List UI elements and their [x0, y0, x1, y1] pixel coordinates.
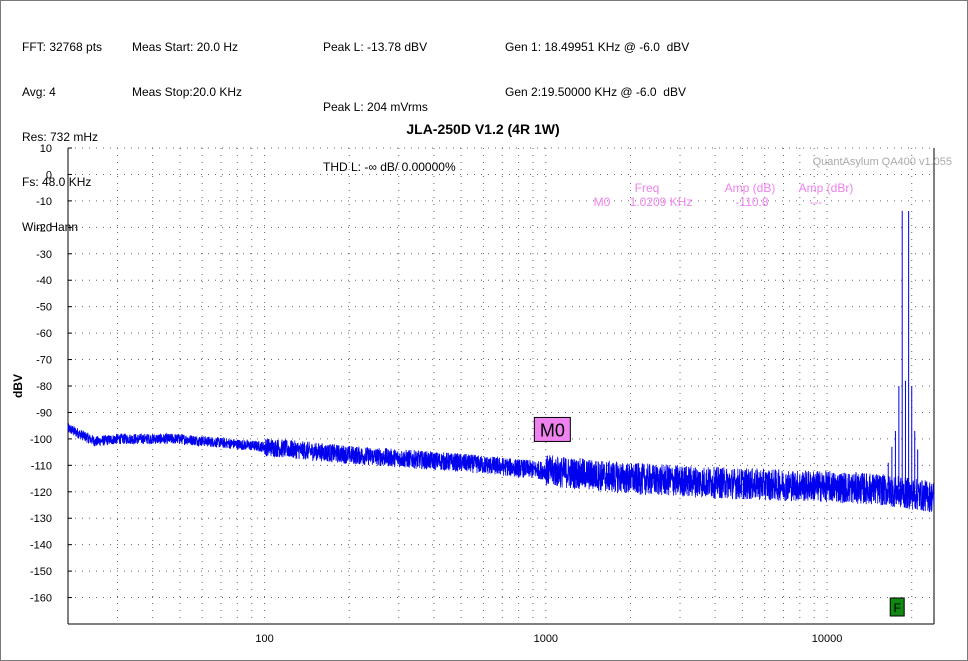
y-axis-label: dBV	[11, 374, 25, 398]
y-tick-label: -10	[36, 196, 52, 208]
meas-stop: Meas Stop:20.0 KHz	[132, 85, 243, 99]
peak-l-mvrms: Peak L: 204 mVrms	[323, 100, 428, 114]
noise-floor-trace	[67, 423, 935, 513]
y-tick-label: -60	[36, 328, 52, 340]
gen-1: Gen 1: 18.49951 KHz @ -6.0 dBV	[505, 40, 690, 54]
y-tick-label: -100	[30, 434, 52, 446]
peak-l-dbv: Peak L: -13.78 dBV	[323, 40, 428, 54]
chart-title: JLA-250D V1.2 (4R 1W)	[406, 121, 559, 137]
y-tick-label: 10	[40, 143, 52, 155]
y-tick-label: -30	[36, 249, 52, 261]
watermark: QuantAsylum QA400 v1.055	[813, 156, 952, 168]
y-tick-label: -20	[36, 222, 52, 234]
y-tick-labels: 10 0 -10 -20 -30 -40 -50 -60 -70 -80 -90 -100 -110 -1…	[30, 143, 52, 605]
y-tick-label: -150	[30, 566, 52, 578]
x-tick-label: 10000	[812, 633, 843, 645]
marker-table-header: Amp (dB)	[725, 181, 776, 195]
marker-m0-box	[533, 416, 571, 442]
y-tick-label: -80	[36, 381, 52, 393]
marker-table-cell: 1.0209 KHz	[630, 195, 693, 209]
y-tick-label: -110	[31, 460, 52, 472]
x-tick-label: 100	[255, 633, 273, 645]
x-tick-labels: 100 1000 10000	[255, 633, 842, 645]
meas-start: Meas Start: 20.0 Hz	[132, 40, 239, 54]
x-tick-label: 1000	[534, 633, 558, 645]
marker-table-cell: ---	[810, 195, 822, 209]
thd-l: THD L: -∞ dB/ 0.00000%	[323, 160, 456, 174]
y-tick-label: -50	[36, 302, 52, 314]
gen-2: Gen 2:19.50000 KHz @ -6.0 dBV	[505, 85, 686, 99]
fft-info-column: FFT: 32768 pts Avg: 4 Res: 732 mHz Fs: 4…	[22, 10, 102, 250]
y-tick-label: -120	[30, 487, 52, 499]
averages: Avg: 4	[22, 85, 56, 99]
resolution: Res: 732 mHz	[22, 130, 99, 144]
generator-column: Gen 1: 18.49951 KHz @ -6.0 dBV Gen 2:19.…	[505, 10, 689, 115]
markers: M0 F	[533, 416, 905, 617]
sample-rate: Fs: 48.0 KHz	[22, 175, 92, 189]
spectrum-trace	[67, 210, 935, 513]
grid	[67, 147, 934, 625]
y-tick-label: -140	[30, 540, 52, 552]
f-marker-box	[889, 597, 905, 617]
measurement-range-column: Meas Start: 20.0 Hz Meas Stop:20.0 KHz	[132, 10, 242, 115]
marker-table-header: Amp (dBr)	[799, 181, 854, 195]
marker-table-cell: M0	[594, 195, 611, 209]
marker-m0-label: M0	[540, 420, 565, 440]
axes	[67, 147, 935, 625]
peak-column: Peak L: -13.78 dBV Peak L: 204 mVrms THD…	[323, 10, 456, 190]
y-tick-label: -160	[30, 593, 52, 605]
y-tick-label: -40	[36, 275, 52, 287]
marker-table: Freq Amp (dB) Amp (dBr) M0 1.0209 KHz -110.8 -…	[594, 181, 854, 209]
y-tick-label: -70	[36, 355, 52, 367]
y-tick-label: -90	[36, 407, 52, 419]
window-type: Win: Hann	[22, 220, 79, 234]
y-tick-label: 0	[46, 169, 52, 181]
y-tick-label: -130	[30, 513, 52, 525]
f-marker-label: F	[894, 601, 901, 615]
fft-points: FFT: 32768 pts	[22, 40, 103, 54]
marker-table-header: Freq	[635, 181, 660, 195]
marker-table-cell: -110.8	[735, 195, 768, 209]
